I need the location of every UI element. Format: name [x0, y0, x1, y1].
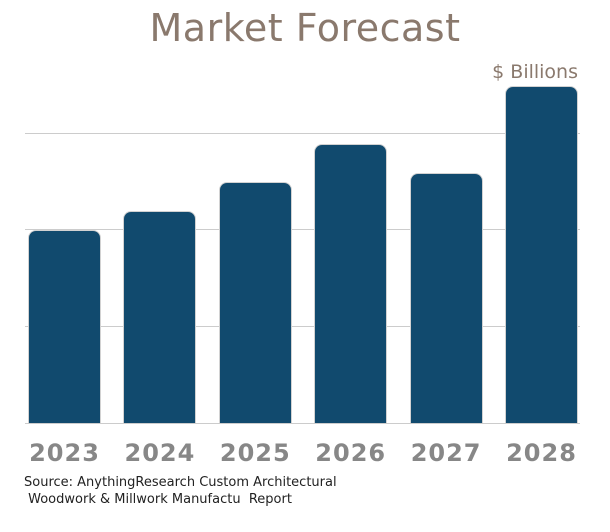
bar-2026 — [314, 144, 388, 423]
gridline — [25, 325, 580, 327]
unit-label: $ Billions — [492, 61, 578, 83]
source-note: Source: AnythingResearch Custom Architec… — [24, 474, 337, 508]
bar-2025 — [218, 182, 292, 423]
source-line-2: Woodwork & Millwork Manufactu Report — [24, 492, 292, 507]
x-axis-label-2023: 2023 — [29, 439, 100, 467]
bar-2027 — [409, 173, 483, 423]
chart-title: Market Forecast — [149, 6, 461, 50]
gridline — [25, 133, 580, 135]
bar-2024 — [123, 211, 197, 423]
bar-2028 — [505, 86, 578, 423]
x-axis-label-2025: 2025 — [219, 439, 291, 467]
x-axis-label-2026: 2026 — [315, 439, 387, 467]
bar-2023 — [28, 230, 101, 423]
source-line-1: Source: AnythingResearch Custom Architec… — [24, 475, 337, 490]
x-axis-labels: 2023 2024 2025 2026 2027 2028 — [25, 436, 580, 470]
x-axis-label-2024: 2024 — [124, 439, 196, 467]
plot-area — [25, 86, 580, 424]
x-axis-label-2028: 2028 — [506, 439, 577, 467]
gridline — [25, 229, 580, 231]
x-axis-label-2027: 2027 — [410, 439, 482, 467]
